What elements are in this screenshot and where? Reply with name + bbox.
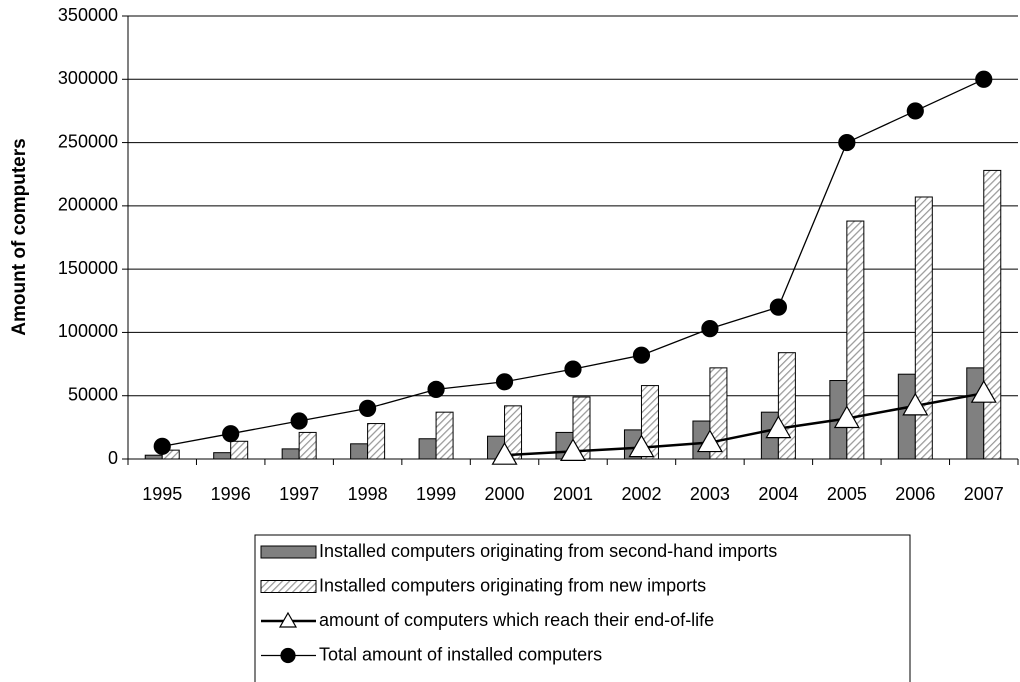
y-tick-label: 300000 xyxy=(58,68,118,88)
bar xyxy=(914,196,933,460)
x-tick-label: 1999 xyxy=(416,484,456,504)
bar xyxy=(367,423,386,460)
x-tick-label: 2000 xyxy=(485,484,525,504)
bar xyxy=(983,169,1002,460)
marker xyxy=(975,70,993,88)
marker xyxy=(564,360,582,378)
y-tick-label: 50000 xyxy=(68,384,118,404)
y-tick-label: 350000 xyxy=(58,5,118,25)
marker xyxy=(696,429,723,453)
bar xyxy=(846,220,865,460)
x-tick-label: 2006 xyxy=(895,484,935,504)
bar xyxy=(213,452,232,460)
legend-swatch xyxy=(260,545,317,559)
x-tick-label: 1996 xyxy=(211,484,251,504)
bar xyxy=(435,411,454,460)
bar xyxy=(281,448,300,460)
x-tick-label: 1998 xyxy=(348,484,388,504)
marker xyxy=(765,415,792,439)
x-tick-label: 2007 xyxy=(964,484,1004,504)
marker xyxy=(153,437,171,455)
legend-swatch xyxy=(260,580,317,593)
marker xyxy=(701,320,719,338)
x-tick-label: 2004 xyxy=(758,484,798,504)
bar xyxy=(966,367,985,460)
y-tick-label: 0 xyxy=(108,448,118,468)
y-tick-label: 100000 xyxy=(58,321,118,341)
marker xyxy=(838,133,856,152)
y-axis-label: Amount of computers xyxy=(9,138,30,335)
legend-label: Total amount of installed computers xyxy=(319,644,602,664)
x-tick-label: 2003 xyxy=(690,484,730,504)
x-tick-label: 1995 xyxy=(142,484,182,504)
marker xyxy=(427,380,445,398)
marker xyxy=(290,412,308,430)
marker xyxy=(359,399,377,417)
bar xyxy=(144,454,163,460)
marker xyxy=(222,425,240,443)
bar xyxy=(777,352,796,460)
legend-box xyxy=(254,534,911,682)
bar xyxy=(418,438,437,460)
marker xyxy=(833,405,860,429)
bar xyxy=(897,373,916,460)
marker xyxy=(906,102,924,120)
marker xyxy=(632,346,651,364)
bar xyxy=(709,367,728,460)
marker xyxy=(491,441,518,465)
line xyxy=(504,391,984,457)
marker xyxy=(495,373,514,391)
marker xyxy=(559,438,587,462)
marker xyxy=(970,379,997,403)
bar xyxy=(230,440,249,460)
legend-marker xyxy=(280,647,296,664)
y-tick-label: 150000 xyxy=(58,258,118,278)
x-tick-label: 2002 xyxy=(621,484,661,504)
marker xyxy=(769,298,787,316)
legend-label: amount of computers which reach their en… xyxy=(319,610,714,630)
legend-label: Installed computers originating from sec… xyxy=(319,541,777,561)
bar xyxy=(298,431,317,460)
x-tick-label: 2005 xyxy=(827,484,867,504)
legend-label: Installed computers originating from new… xyxy=(319,575,706,595)
bar xyxy=(640,385,659,460)
x-tick-label: 2001 xyxy=(553,484,593,504)
marker xyxy=(628,434,655,458)
y-tick-label: 200000 xyxy=(58,195,118,215)
marker xyxy=(902,392,929,416)
legend-marker xyxy=(278,611,298,628)
y-tick-label: 250000 xyxy=(58,131,118,151)
x-tick-label: 1997 xyxy=(279,484,319,504)
bar xyxy=(350,443,369,460)
